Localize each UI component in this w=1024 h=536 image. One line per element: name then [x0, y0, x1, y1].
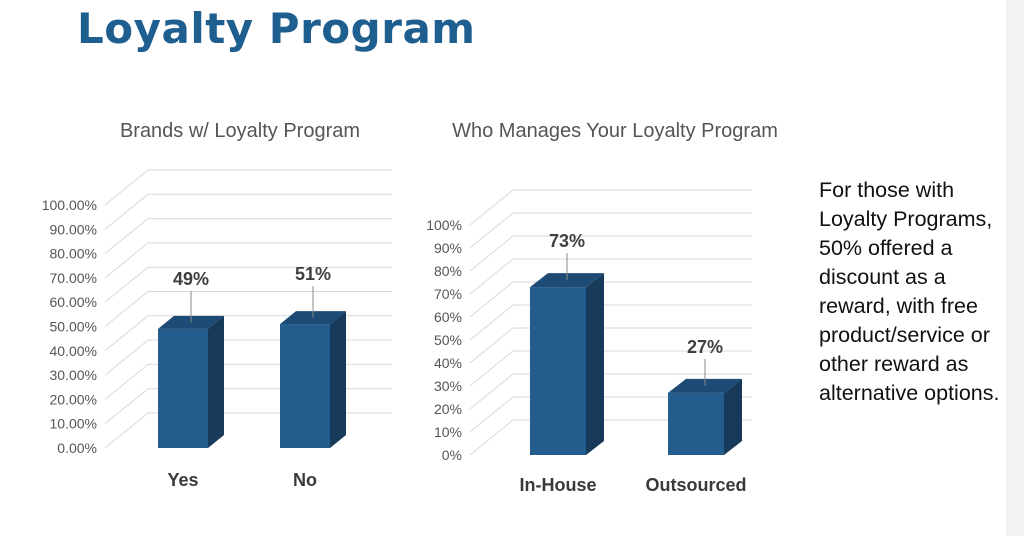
gridline: [104, 169, 392, 206]
y-tick-label: 10%: [434, 424, 462, 440]
gridline: [104, 363, 392, 400]
gridline: [469, 212, 752, 249]
bar-side-face: [208, 315, 224, 448]
y-tick-label: 70.00%: [50, 270, 97, 286]
gridline: [104, 193, 392, 230]
gridline: [104, 388, 392, 425]
data-label: 27%: [687, 337, 723, 357]
y-tick-label: 70%: [434, 286, 462, 302]
data-label: 73%: [549, 231, 585, 251]
x-category-label: Outsourced: [645, 475, 746, 495]
y-tick-label: 20.00%: [50, 391, 97, 407]
data-label: 49%: [173, 269, 209, 289]
y-tick-label: 90.00%: [50, 221, 97, 237]
y-tick-label: 40.00%: [50, 343, 97, 359]
bar-in-house: [530, 287, 586, 455]
gridline: [104, 266, 392, 303]
gridline: [104, 218, 392, 254]
y-tick-label: 40%: [434, 355, 462, 371]
chart-title-brands: Brands w/ Loyalty Program: [119, 120, 361, 142]
chart-who-manages: 0% 10% 20% 30% 40% 50% 60% 70% 80% 90% 100% 73% In-H…: [426, 189, 752, 495]
chart-title-management: Who Manages Your Loyalty Program: [452, 120, 778, 142]
data-label: 51%: [295, 264, 331, 284]
y-tick-label: 0.00%: [57, 440, 97, 456]
gridline: [469, 235, 752, 272]
y-tick-label: 30.00%: [50, 367, 97, 383]
bar-no: [280, 324, 330, 448]
gridline: [104, 242, 392, 279]
gridline: [104, 315, 392, 352]
y-tick-label: 50%: [434, 332, 462, 348]
y-tick-label: 80.00%: [50, 246, 97, 262]
bar-side-face: [586, 273, 604, 455]
gridline: [469, 304, 752, 341]
gridline: [469, 350, 752, 387]
y-tick-label: 30%: [434, 378, 462, 394]
gridline: [104, 291, 392, 327]
y-tick-label: 100%: [426, 217, 462, 233]
x-category-label: Yes: [167, 470, 198, 490]
y-tick-label: 90%: [434, 240, 462, 256]
gridline: [104, 412, 392, 449]
gridline: [469, 373, 752, 410]
y-tick-label: 0%: [442, 447, 462, 463]
y-tick-label: 60.00%: [50, 294, 97, 310]
right-edge-strip: [1006, 0, 1024, 536]
gridline: [469, 327, 752, 364]
y-tick-label: 100.00%: [42, 197, 97, 213]
y-tick-label: 10.00%: [50, 416, 97, 432]
y-tick-label: 50.00%: [50, 319, 97, 335]
x-category-label: In-House: [519, 475, 596, 495]
gridline: [469, 189, 752, 226]
x-category-label: No: [293, 470, 317, 490]
bar-side-face: [330, 311, 346, 448]
page-title: Loyalty Program: [77, 4, 476, 53]
bar-top-face: [530, 273, 604, 288]
chart-brands-loyalty: 0.00% 10.00% 20.00% 30.00% 40.00% 50.00% 60.00…: [42, 169, 392, 490]
gridline: [469, 281, 752, 318]
bar-outsourced: [668, 392, 724, 455]
y-tick-label: 60%: [434, 309, 462, 325]
y-tick-label: 80%: [434, 263, 462, 279]
summary-note: For those with Loyalty Programs, 50% off…: [819, 178, 1000, 405]
y-tick-label: 20%: [434, 401, 462, 417]
bar-yes: [158, 328, 208, 448]
gridline: [104, 339, 392, 376]
gridline: [469, 258, 752, 295]
bar-side-face: [724, 378, 742, 455]
